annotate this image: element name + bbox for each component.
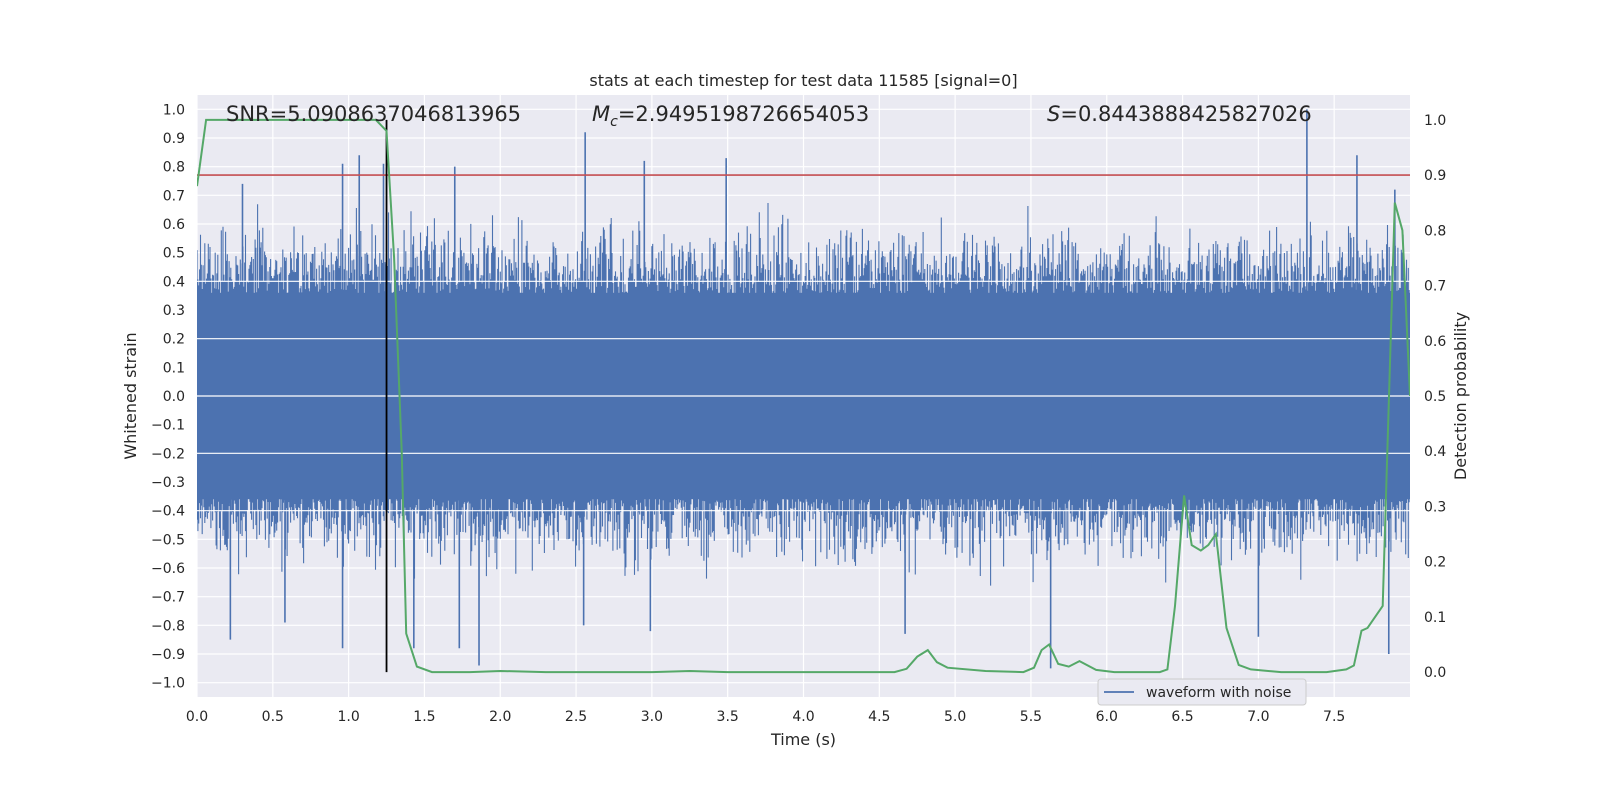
y-tick-label: −0.2 <box>151 446 185 462</box>
x-tick-labels: 0.0 0.5 1.0 1.5 2.0 2.5 3.0 3.5 4.0 4.5 5.0 5.5 6.0 6… <box>186 709 1345 725</box>
y2-tick-label: 0.8 <box>1424 223 1446 239</box>
mc-subscript: c <box>610 114 618 130</box>
y-axis-label: Whitened strain <box>121 332 140 459</box>
y-tick-label: −0.4 <box>151 504 185 520</box>
s-symbol: S <box>1047 102 1060 126</box>
x-tick-label: 1.0 <box>337 709 359 725</box>
x-tick-label: 1.5 <box>413 709 435 725</box>
y-tick-label: 0.0 <box>163 389 185 405</box>
y-tick-label: −0.3 <box>151 475 185 491</box>
y-tick-label: 0.8 <box>163 160 185 176</box>
x-tick-label: 6.5 <box>1171 709 1193 725</box>
s-annotation: S=0.8443888425827026 <box>1047 102 1312 126</box>
y2-tick-label: 0.5 <box>1424 389 1446 405</box>
y2-tick-labels: 1.0 0.9 0.8 0.7 0.6 0.5 0.4 0.3 0.2 0.1 0.0 <box>1424 113 1446 681</box>
y-tick-label: 1.0 <box>163 102 185 118</box>
y2-tick-label: 0.6 <box>1424 334 1446 350</box>
y-tick-label: −0.8 <box>151 618 185 634</box>
y-tick-label: −0.9 <box>151 647 185 663</box>
x-tick-label: 3.0 <box>641 709 663 725</box>
mc-value: =2.9495198726654053 <box>618 102 869 126</box>
strain-line <box>197 203 1410 586</box>
chirp-mass-annotation: Mc=2.9495198726654053 <box>592 102 869 130</box>
x-tick-label: 0.0 <box>186 709 208 725</box>
chart-title: stats at each timestep for test data 115… <box>589 71 1017 90</box>
snr-annotation: SNR=5.0908637046813965 <box>226 102 521 126</box>
x-tick-label: 2.0 <box>489 709 511 725</box>
y2-tick-label: 0.2 <box>1424 555 1446 571</box>
x-tick-label: 2.5 <box>565 709 587 725</box>
x-tick-label: 4.0 <box>792 709 814 725</box>
y2-tick-label: 0.0 <box>1424 665 1446 681</box>
x-tick-label: 4.5 <box>868 709 890 725</box>
y-tick-label: 0.1 <box>163 360 185 376</box>
x-axis-label: Time (s) <box>770 730 836 749</box>
y-tick-label: 0.2 <box>163 332 185 348</box>
y2-tick-label: 0.4 <box>1424 444 1446 460</box>
overlay <box>197 118 1410 674</box>
x-tick-label: 7.0 <box>1247 709 1269 725</box>
y2-axis-label: Detection probability <box>1451 312 1470 480</box>
legend: waveform with noise <box>1097 678 1307 706</box>
x-tick-label: 5.0 <box>944 709 966 725</box>
y2-tick-label: 0.1 <box>1424 610 1446 626</box>
x-tick-label: 0.5 <box>262 709 284 725</box>
y-tick-label: 0.3 <box>163 303 185 319</box>
y-tick-label: 0.9 <box>163 131 185 147</box>
x-tick-label: 7.5 <box>1323 709 1345 725</box>
x-tick-label: 6.0 <box>1096 709 1118 725</box>
y-tick-label: −0.7 <box>151 590 185 606</box>
y-tick-label: 0.6 <box>163 217 185 233</box>
y-tick-label: −0.1 <box>151 418 185 434</box>
mc-symbol: M <box>592 102 610 126</box>
y2-tick-label: 1.0 <box>1424 113 1446 129</box>
detection-probability-line <box>197 118 1410 674</box>
y2-tick-label: 0.9 <box>1424 168 1446 184</box>
y-tick-labels: 1.0 0.9 0.8 0.7 0.6 0.5 0.4 0.3 0.2 0.1 0.0 −0.1 −0.… <box>151 102 185 691</box>
s-value: =0.8443888425827026 <box>1060 102 1311 126</box>
y-tick-label: −0.5 <box>151 532 185 548</box>
y-tick-label: −0.6 <box>151 561 185 577</box>
y2-tick-label: 0.7 <box>1424 279 1446 295</box>
legend-label-waveform: waveform with noise <box>1146 685 1291 701</box>
y-tick-label: −1.0 <box>151 676 185 692</box>
y-tick-label: 0.7 <box>163 188 185 204</box>
y2-tick-label: 0.3 <box>1424 499 1446 515</box>
legend-box <box>1097 678 1307 706</box>
x-tick-label: 3.5 <box>717 709 739 725</box>
x-tick-label: 5.5 <box>1020 709 1042 725</box>
y-tick-label: 0.4 <box>163 274 185 290</box>
y-tick-label: 0.5 <box>163 246 185 262</box>
